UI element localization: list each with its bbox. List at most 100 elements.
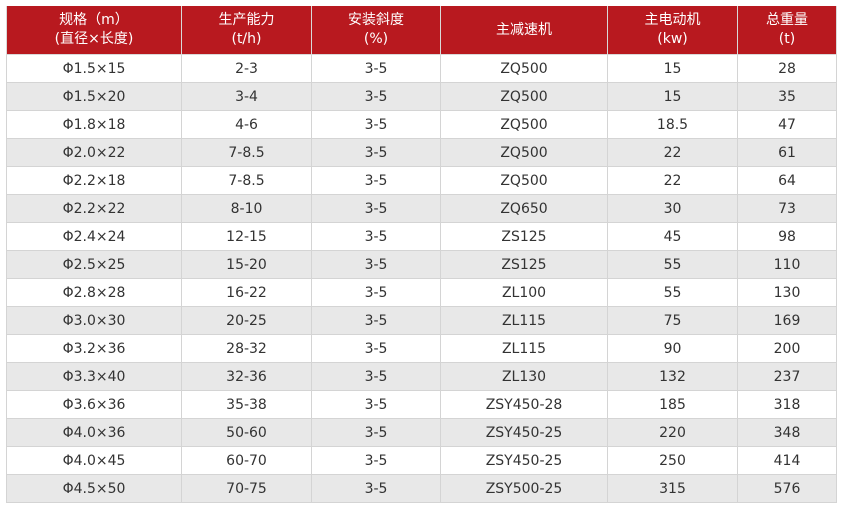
table-cell: 3-5 <box>311 362 441 391</box>
table-cell: 47 <box>737 110 837 139</box>
table-cell: 3-5 <box>311 250 441 279</box>
table-cell: 55 <box>607 250 738 279</box>
table-row: Φ3.3×40 32-36 3-5 ZL130 132 237 <box>6 362 837 391</box>
table-cell: 50-60 <box>181 418 312 447</box>
table-cell: Φ4.0×45 <box>6 446 182 475</box>
table-cell: ZSY450-28 <box>440 390 608 419</box>
table-cell: ZL100 <box>440 278 608 307</box>
table-cell: 576 <box>737 474 837 503</box>
table-cell: Φ2.2×18 <box>6 166 182 195</box>
table-cell: 75 <box>607 306 738 335</box>
table-cell: Φ3.2×36 <box>6 334 182 363</box>
table-cell: 3-4 <box>181 82 312 111</box>
table-cell: 7-8.5 <box>181 166 312 195</box>
table-cell: 130 <box>737 278 837 307</box>
table-cell: 30 <box>607 194 738 223</box>
table-cell: Φ1.5×15 <box>6 54 182 83</box>
table-cell: 237 <box>737 362 837 391</box>
table-cell: 73 <box>737 194 837 223</box>
header-line: 规格（m） <box>59 12 129 28</box>
table-row: Φ1.5×20 3-4 3-5 ZQ500 15 35 <box>6 82 837 111</box>
table-cell: 32-36 <box>181 362 312 391</box>
table-row: Φ1.8×18 4-6 3-5 ZQ500 18.5 47 <box>6 110 837 139</box>
header-line: 安装斜度 <box>348 12 404 28</box>
table-cell: 61 <box>737 138 837 167</box>
table-cell: 3-5 <box>311 138 441 167</box>
table-cell: 8-10 <box>181 194 312 223</box>
table-cell: 3-5 <box>311 446 441 475</box>
table-cell: 414 <box>737 446 837 475</box>
header-line: (直径×长度) <box>54 31 134 47</box>
table-cell: 3-5 <box>311 278 441 307</box>
table-cell: 16-22 <box>181 278 312 307</box>
header-line: 主减速机 <box>496 21 552 38</box>
table-cell: Φ2.2×22 <box>6 194 182 223</box>
table-cell: 12-15 <box>181 222 312 251</box>
table-cell: Φ2.4×24 <box>6 222 182 251</box>
table-cell: 55 <box>607 278 738 307</box>
table-cell: Φ3.3×40 <box>6 362 182 391</box>
table-cell: 90 <box>607 334 738 363</box>
table-cell: 20-25 <box>181 306 312 335</box>
header-line: (t/h) <box>231 31 262 47</box>
header-line: 总重量 <box>766 12 808 28</box>
table-row: Φ3.6×36 35-38 3-5 ZSY450-28 185 318 <box>6 390 837 419</box>
table-cell: 35-38 <box>181 390 312 419</box>
table-row: Φ3.0×30 20-25 3-5 ZL115 75 169 <box>6 306 837 335</box>
table-cell: 2-3 <box>181 54 312 83</box>
table-cell: Φ2.8×28 <box>6 278 182 307</box>
table-cell: Φ4.0×36 <box>6 418 182 447</box>
table-cell: 3-5 <box>311 306 441 335</box>
column-header: 主减速机 <box>440 6 608 55</box>
table-cell: 4-6 <box>181 110 312 139</box>
table-cell: 3-5 <box>311 82 441 111</box>
table-cell: ZS125 <box>440 250 608 279</box>
table-cell: 3-5 <box>311 390 441 419</box>
table-cell: ZQ500 <box>440 166 608 195</box>
table-cell: Φ2.0×22 <box>6 138 182 167</box>
table-cell: 3-5 <box>311 194 441 223</box>
header-line: (%) <box>363 31 389 47</box>
table-cell: Φ1.8×18 <box>6 110 182 139</box>
table-cell: ZSY500-25 <box>440 474 608 503</box>
table-cell: 169 <box>737 306 837 335</box>
column-header: 总重量 (t) <box>737 6 837 55</box>
table-cell: ZSY450-25 <box>440 418 608 447</box>
table-row: Φ1.5×15 2-3 3-5 ZQ500 15 28 <box>6 54 837 83</box>
table-cell: 98 <box>737 222 837 251</box>
header-line: (kw) <box>657 31 688 47</box>
table-cell: ZL115 <box>440 306 608 335</box>
table-cell: ZQ500 <box>440 110 608 139</box>
table-body: Φ1.5×15 2-3 3-5 ZQ500 15 28 Φ1.5×20 3-4 3-5 ZQ500… <box>6 54 837 503</box>
column-header: 生产能力 (t/h) <box>181 6 312 55</box>
table-cell: 185 <box>607 390 738 419</box>
header-row: 规格（m） (直径×长度) 生产能力 (t/h) 安装斜度 (%) 主减速机 主电动机 (kw)… <box>6 6 837 55</box>
table-cell: ZL130 <box>440 362 608 391</box>
table-cell: 70-75 <box>181 474 312 503</box>
table-cell: ZQ500 <box>440 54 608 83</box>
table-row: Φ2.2×18 7-8.5 3-5 ZQ500 22 64 <box>6 166 837 195</box>
table-cell: Φ2.5×25 <box>6 250 182 279</box>
table-cell: ZL115 <box>440 334 608 363</box>
table-cell: Φ4.5×50 <box>6 474 182 503</box>
table-cell: ZSY450-25 <box>440 446 608 475</box>
table-row: Φ2.0×22 7-8.5 3-5 ZQ500 22 61 <box>6 138 837 167</box>
table-cell: Φ3.6×36 <box>6 390 182 419</box>
table-cell: 28 <box>737 54 837 83</box>
header-line: (t) <box>778 31 796 47</box>
column-header: 规格（m） (直径×长度) <box>6 6 182 55</box>
header-line: 生产能力 <box>218 12 275 28</box>
table-cell: 22 <box>607 166 738 195</box>
column-header: 主电动机 (kw) <box>607 6 738 55</box>
table-row: Φ2.2×22 8-10 3-5 ZQ650 30 73 <box>6 194 837 223</box>
table-cell: 132 <box>607 362 738 391</box>
table-cell: 3-5 <box>311 474 441 503</box>
table-cell: 3-5 <box>311 334 441 363</box>
spec-table: 规格（m） (直径×长度) 生产能力 (t/h) 安装斜度 (%) 主减速机 主电动机 (kw)… <box>6 6 837 503</box>
table-cell: 220 <box>607 418 738 447</box>
table-row: Φ2.5×25 15-20 3-5 ZS125 55 110 <box>6 250 837 279</box>
table-cell: 15 <box>607 82 738 111</box>
table-row: Φ4.0×45 60-70 3-5 ZSY450-25 250 414 <box>6 446 837 475</box>
table-cell: 15 <box>607 54 738 83</box>
table-cell: 318 <box>737 390 837 419</box>
